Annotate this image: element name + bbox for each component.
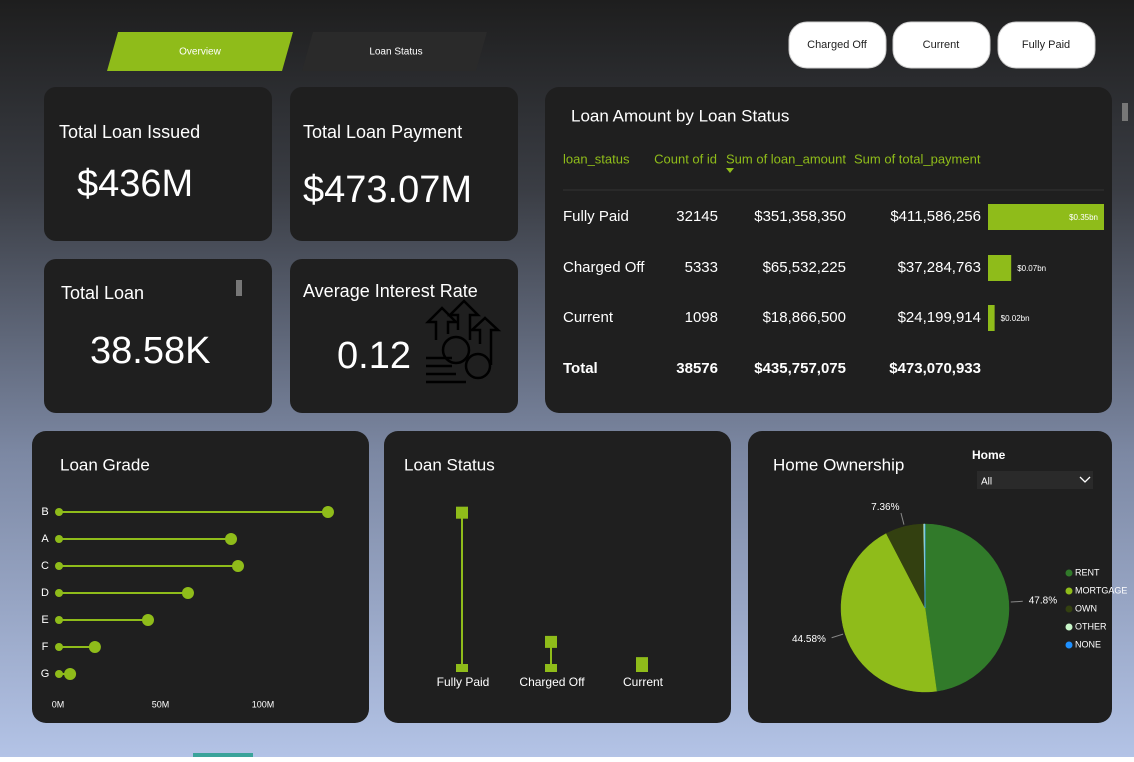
tab-label[interactable]: Loan Status [369,47,422,58]
legend-label: RENT [1075,567,1100,577]
y-tick-label: E [41,614,48,626]
lollipop-head [545,636,557,648]
baseline-marker [456,664,468,672]
button-label[interactable]: Charged Off [807,39,868,51]
total-cell: $435,757,075 [754,360,846,377]
table-cell: 1098 [685,309,718,326]
column-header: Sum of loan_amount [726,151,846,166]
x-tick-label: 0M [52,699,65,709]
chart-title: Home Ownership [773,455,904,474]
legend-swatch [1066,624,1073,631]
lollipop-head [232,560,244,572]
pie-label: 44.58% [792,634,826,645]
kpi-title: Total Loan Issued [59,122,200,142]
slicer-label: Home [972,448,1006,462]
lollipop-head [142,614,154,626]
legend-label: OWN [1075,603,1097,613]
kpi-value: 38.58K [90,330,210,372]
table-title: Loan Amount by Loan Status [571,106,789,125]
table-cell: $351,358,350 [754,208,846,225]
table-cell: 5333 [685,259,718,276]
lollipop-start [55,670,63,678]
button-label[interactable]: Fully Paid [1022,39,1070,51]
table-cell: $24,199,914 [898,309,981,326]
lollipop-start [55,562,63,570]
total-cell: 38576 [676,360,718,377]
table-cell: $411,586,256 [890,208,981,225]
kpi-title: Total Loan Payment [303,122,462,142]
kpi-value: 0.12 [337,335,411,377]
lollipop-head [64,668,76,680]
legend-label: MORTGAGE [1075,585,1127,595]
baseline-marker [545,664,557,672]
chart-title: Loan Status [404,455,495,474]
x-tick-label: 50M [152,699,170,709]
lollipop-start [55,616,63,624]
lollipop-start [55,508,63,516]
table-cell: Charged Off [563,259,645,276]
scrollbar [1122,103,1128,121]
kpi-title: Average Interest Rate [303,281,478,301]
lollipop-head [89,641,101,653]
data-bar-label: $0.35bn [1069,213,1098,222]
lollipop-start [55,643,63,651]
x-tick-label: Charged Off [519,675,585,689]
y-tick-label: D [41,587,49,599]
lollipop-start [55,589,63,597]
legend-label: OTHER [1075,621,1107,631]
table-cell: Current [563,309,614,326]
y-tick-label: G [41,668,50,680]
x-tick-label: Current [623,675,664,689]
table-cell: $37,284,763 [898,259,981,276]
y-tick-label: B [41,506,48,518]
lollipop-start [55,535,63,543]
kpi-card [290,87,518,241]
total-cell: Total [563,360,598,377]
y-tick-label: A [41,533,49,545]
column-header: Sum of total_payment [854,151,981,166]
chart-title: Loan Grade [60,455,150,474]
legend-swatch [1066,606,1073,613]
lollipop-head [322,506,334,518]
data-bar [988,305,995,331]
column-header: loan_status [563,151,630,166]
lollipop-head [225,533,237,545]
kpi-title: Total Loan [61,283,144,303]
button-label[interactable]: Current [923,39,960,51]
column-header: Count of id [654,151,717,166]
data-bar-label: $0.07bn [1017,264,1046,273]
data-bar [988,255,1011,281]
pie-label: 47.8% [1029,595,1057,606]
pie-label: 7.36% [871,502,899,513]
data-bar-label: $0.02bn [1001,314,1030,323]
table-cell: Fully Paid [563,208,629,225]
total-cell: $473,070,933 [889,360,981,377]
legend-label: NONE [1075,639,1101,649]
slicer-dropdown[interactable] [977,471,1093,489]
kpi-value: $473.07M [303,169,472,211]
chart-card [32,431,369,723]
tab-label[interactable]: Overview [179,47,221,58]
lollipop-head [182,587,194,599]
y-tick-label: F [42,641,49,653]
lollipop-head [636,657,648,669]
legend-swatch [1066,642,1073,649]
x-tick-label: Fully Paid [437,675,490,689]
table-cell: $18,866,500 [763,309,846,326]
slicer-value[interactable]: All [981,477,992,488]
kpi-value: $436M [77,163,193,205]
table-cell: $65,532,225 [763,259,846,276]
x-tick-label: 100M [252,699,275,709]
scroll-marker [236,280,242,296]
legend-swatch [1066,570,1073,577]
legend-swatch [1066,588,1073,595]
table-cell: 32145 [676,208,718,225]
page-indicator [193,753,253,757]
lollipop-head [456,507,468,519]
y-tick-label: C [41,560,49,572]
